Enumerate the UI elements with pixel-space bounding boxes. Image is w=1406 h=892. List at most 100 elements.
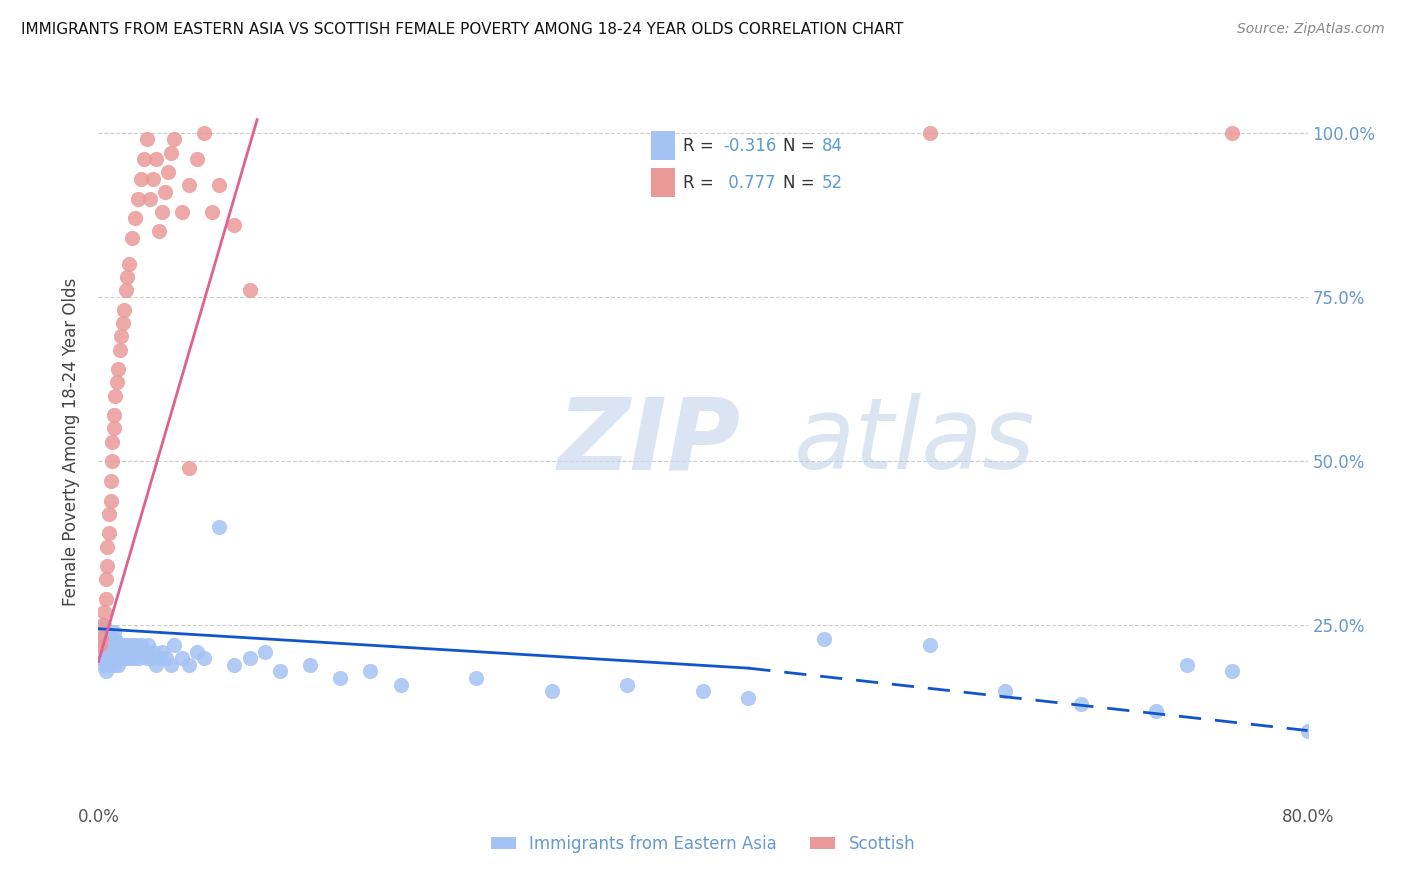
Point <box>107 645 129 659</box>
Point <box>148 651 170 665</box>
Point <box>90 632 112 646</box>
Point <box>93 638 115 652</box>
Point <box>100 638 122 652</box>
Point <box>105 376 128 390</box>
Point <box>108 638 131 652</box>
Point <box>93 605 115 619</box>
Point <box>141 651 163 665</box>
Point <box>160 657 183 672</box>
Point <box>98 657 121 672</box>
Point <box>103 657 125 672</box>
Point <box>153 185 176 199</box>
Point <box>813 632 835 646</box>
Point <box>107 362 129 376</box>
Text: ZIP: ZIP <box>558 393 741 490</box>
Point <box>201 204 224 219</box>
Point <box>104 632 127 646</box>
Point <box>98 526 121 541</box>
Point <box>124 211 146 226</box>
Point <box>93 618 115 632</box>
Text: R =: R = <box>683 136 718 154</box>
Point <box>156 165 179 179</box>
Point <box>132 152 155 166</box>
Point <box>994 684 1017 698</box>
Point <box>120 651 142 665</box>
Point <box>239 284 262 298</box>
Point <box>94 573 117 587</box>
Point <box>103 625 125 640</box>
Text: 84: 84 <box>821 136 842 154</box>
Point <box>110 651 132 665</box>
Point <box>170 651 193 665</box>
Point <box>136 638 159 652</box>
Point <box>253 645 276 659</box>
Point <box>135 651 157 665</box>
Point <box>104 645 127 659</box>
Point <box>104 388 127 402</box>
Point <box>1144 704 1167 718</box>
Point <box>96 625 118 640</box>
Point <box>105 638 128 652</box>
Point <box>150 645 173 659</box>
Point <box>91 625 114 640</box>
Bar <box>651 131 675 160</box>
Point <box>918 126 941 140</box>
Text: N =: N = <box>783 136 820 154</box>
Text: IMMIGRANTS FROM EASTERN ASIA VS SCOTTISH FEMALE POVERTY AMONG 18-24 YEAR OLDS CO: IMMIGRANTS FROM EASTERN ASIA VS SCOTTISH… <box>21 22 904 37</box>
Point <box>1175 657 1198 672</box>
Point <box>179 178 201 193</box>
Point <box>208 520 231 534</box>
Point <box>101 454 124 468</box>
Point <box>90 651 112 665</box>
Point <box>142 171 165 186</box>
Point <box>110 329 132 343</box>
Point <box>163 132 186 146</box>
Point <box>89 638 111 652</box>
Point <box>115 638 138 652</box>
Point <box>135 132 157 146</box>
Text: -0.316: -0.316 <box>724 136 776 154</box>
Point <box>122 645 145 659</box>
Point <box>121 638 143 652</box>
Y-axis label: Female Poverty Among 18-24 Year Olds: Female Poverty Among 18-24 Year Olds <box>62 277 80 606</box>
Point <box>96 638 118 652</box>
Point <box>1220 126 1243 140</box>
Point <box>160 145 183 160</box>
Point <box>389 677 412 691</box>
Point <box>98 507 121 521</box>
Point <box>269 665 291 679</box>
Point <box>114 651 136 665</box>
Text: N =: N = <box>783 174 820 192</box>
Point <box>329 671 352 685</box>
Point <box>129 171 152 186</box>
Point <box>142 645 165 659</box>
Point <box>94 632 117 646</box>
Point <box>94 592 117 607</box>
Point <box>139 192 162 206</box>
Point <box>93 651 115 665</box>
Point <box>1296 723 1319 738</box>
Point <box>132 645 155 659</box>
Point <box>1220 665 1243 679</box>
Point <box>360 665 382 679</box>
Point <box>299 657 322 672</box>
Point <box>114 284 136 298</box>
Point <box>96 559 118 574</box>
Point <box>118 257 141 271</box>
Point <box>692 684 714 698</box>
Point <box>107 657 129 672</box>
Point <box>163 638 186 652</box>
Point <box>737 690 759 705</box>
Text: 52: 52 <box>821 174 842 192</box>
Point <box>170 204 193 219</box>
Point <box>145 657 167 672</box>
Point <box>150 204 173 219</box>
Point <box>111 316 134 330</box>
Point <box>111 638 134 652</box>
Point <box>186 152 208 166</box>
Point <box>616 677 638 691</box>
Point <box>124 651 146 665</box>
Point <box>179 657 201 672</box>
Point <box>115 270 138 285</box>
Point <box>96 540 118 554</box>
